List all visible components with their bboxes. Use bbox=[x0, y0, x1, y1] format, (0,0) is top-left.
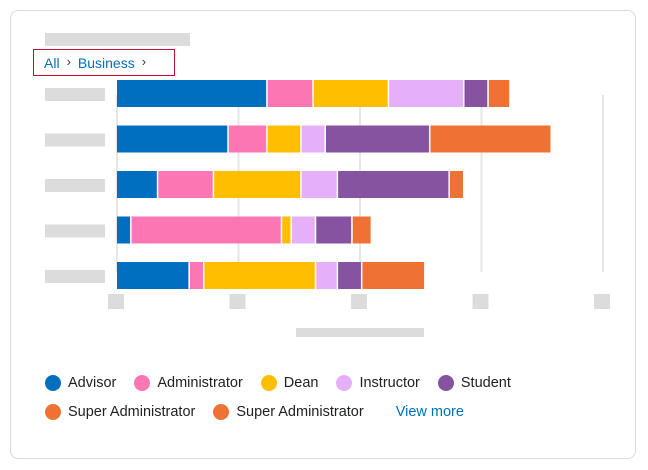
bar-segment-advisor bbox=[117, 216, 131, 244]
legend-swatch bbox=[437, 374, 454, 391]
legend-item-super-administrator-2[interactable]: Super Administrator bbox=[213, 403, 364, 420]
bar-segment-administrator bbox=[158, 171, 213, 198]
bar-segment-dean bbox=[214, 171, 301, 198]
y-tick-label-placeholder bbox=[45, 133, 105, 147]
bar-segment-instructor bbox=[389, 80, 463, 107]
legend-label: Super Administrator bbox=[236, 403, 364, 420]
bar-segment-administrator bbox=[131, 216, 281, 244]
legend-label: Super Administrator bbox=[68, 403, 196, 420]
legend-swatch bbox=[336, 374, 353, 391]
bar-segment-administrator bbox=[267, 80, 313, 107]
bar-segment-super-administrator bbox=[488, 80, 510, 107]
bar-segment-instructor bbox=[301, 125, 325, 153]
legend-item-administrator[interactable]: Administrator bbox=[134, 374, 243, 391]
breadcrumb: All › Business › bbox=[33, 49, 175, 76]
bar-segment-student bbox=[464, 80, 488, 107]
bar-segment-advisor bbox=[117, 125, 228, 153]
chart-legend: Advisor Administrator Dean Instructor St… bbox=[45, 368, 605, 426]
bar-segment-dean bbox=[267, 125, 301, 153]
legend-label: Instructor bbox=[359, 374, 420, 391]
y-tick-label-placeholder bbox=[45, 179, 105, 192]
bar-segment-instructor bbox=[316, 262, 337, 289]
bar-segment-super-administrator bbox=[449, 171, 463, 198]
legend-label: Advisor bbox=[68, 374, 117, 391]
legend-swatch bbox=[45, 403, 61, 420]
bar-segment-advisor bbox=[117, 262, 189, 289]
bar-segment-administrator bbox=[228, 125, 267, 153]
bar-segment-administrator bbox=[189, 262, 203, 289]
x-axis-title-placeholder bbox=[296, 328, 424, 337]
bar-segment-advisor bbox=[117, 171, 157, 198]
legend-item-instructor[interactable]: Instructor bbox=[336, 374, 420, 391]
bar-segment-student bbox=[338, 171, 449, 198]
y-tick-label-placeholder bbox=[45, 224, 105, 238]
bar-segment-advisor bbox=[117, 80, 267, 107]
legend-swatch bbox=[260, 374, 277, 391]
legend-label: Student bbox=[460, 374, 511, 391]
bar-segment-student bbox=[338, 262, 361, 289]
bar-segment-dean bbox=[313, 80, 388, 107]
title-placeholder bbox=[45, 33, 190, 46]
bar-segment-student bbox=[316, 216, 352, 244]
skeleton-placeholders bbox=[45, 33, 610, 337]
legend-item-student[interactable]: Student bbox=[437, 374, 511, 391]
bar-segment-super-administrator bbox=[362, 262, 425, 289]
legend-row-1: Advisor Administrator Dean Instructor St… bbox=[45, 368, 605, 397]
breadcrumb-separator-2: › bbox=[141, 54, 147, 69]
bar-segment-instructor bbox=[301, 171, 337, 198]
bar-segment-instructor bbox=[291, 216, 315, 244]
legend-swatch bbox=[45, 374, 61, 391]
bar-segment-dean bbox=[282, 216, 291, 244]
legend-swatch bbox=[134, 374, 151, 391]
breadcrumb-all[interactable]: All bbox=[44, 54, 60, 71]
legend-swatch bbox=[213, 403, 230, 420]
x-tick-label-placeholder bbox=[472, 294, 489, 309]
y-tick-label-placeholder bbox=[45, 88, 105, 101]
bar-segment-super-administrator bbox=[430, 125, 551, 153]
bar-segment-dean bbox=[204, 262, 315, 289]
legend-item-super-administrator[interactable]: Super Administrator bbox=[45, 403, 196, 420]
bar-segment-student bbox=[325, 125, 429, 153]
breadcrumb-business[interactable]: Business bbox=[77, 54, 135, 71]
chart-bars bbox=[117, 80, 551, 289]
y-tick-label-placeholder bbox=[45, 270, 105, 283]
x-tick-label-placeholder bbox=[594, 294, 610, 309]
x-tick-label-placeholder bbox=[108, 294, 124, 309]
view-more-link[interactable]: View more bbox=[395, 403, 464, 420]
breadcrumb-separator-1: › bbox=[66, 54, 71, 69]
legend-label: Dean bbox=[283, 374, 319, 391]
legend-item-dean[interactable]: Dean bbox=[260, 374, 319, 391]
x-tick-label-placeholder bbox=[229, 294, 246, 309]
x-tick-label-placeholder bbox=[351, 294, 367, 309]
legend-label: Administrator bbox=[157, 374, 243, 391]
legend-row-2: Super Administrator Super Administrator … bbox=[45, 397, 605, 426]
legend-item-advisor[interactable]: Advisor bbox=[45, 374, 117, 391]
bar-segment-super-administrator bbox=[352, 216, 371, 244]
